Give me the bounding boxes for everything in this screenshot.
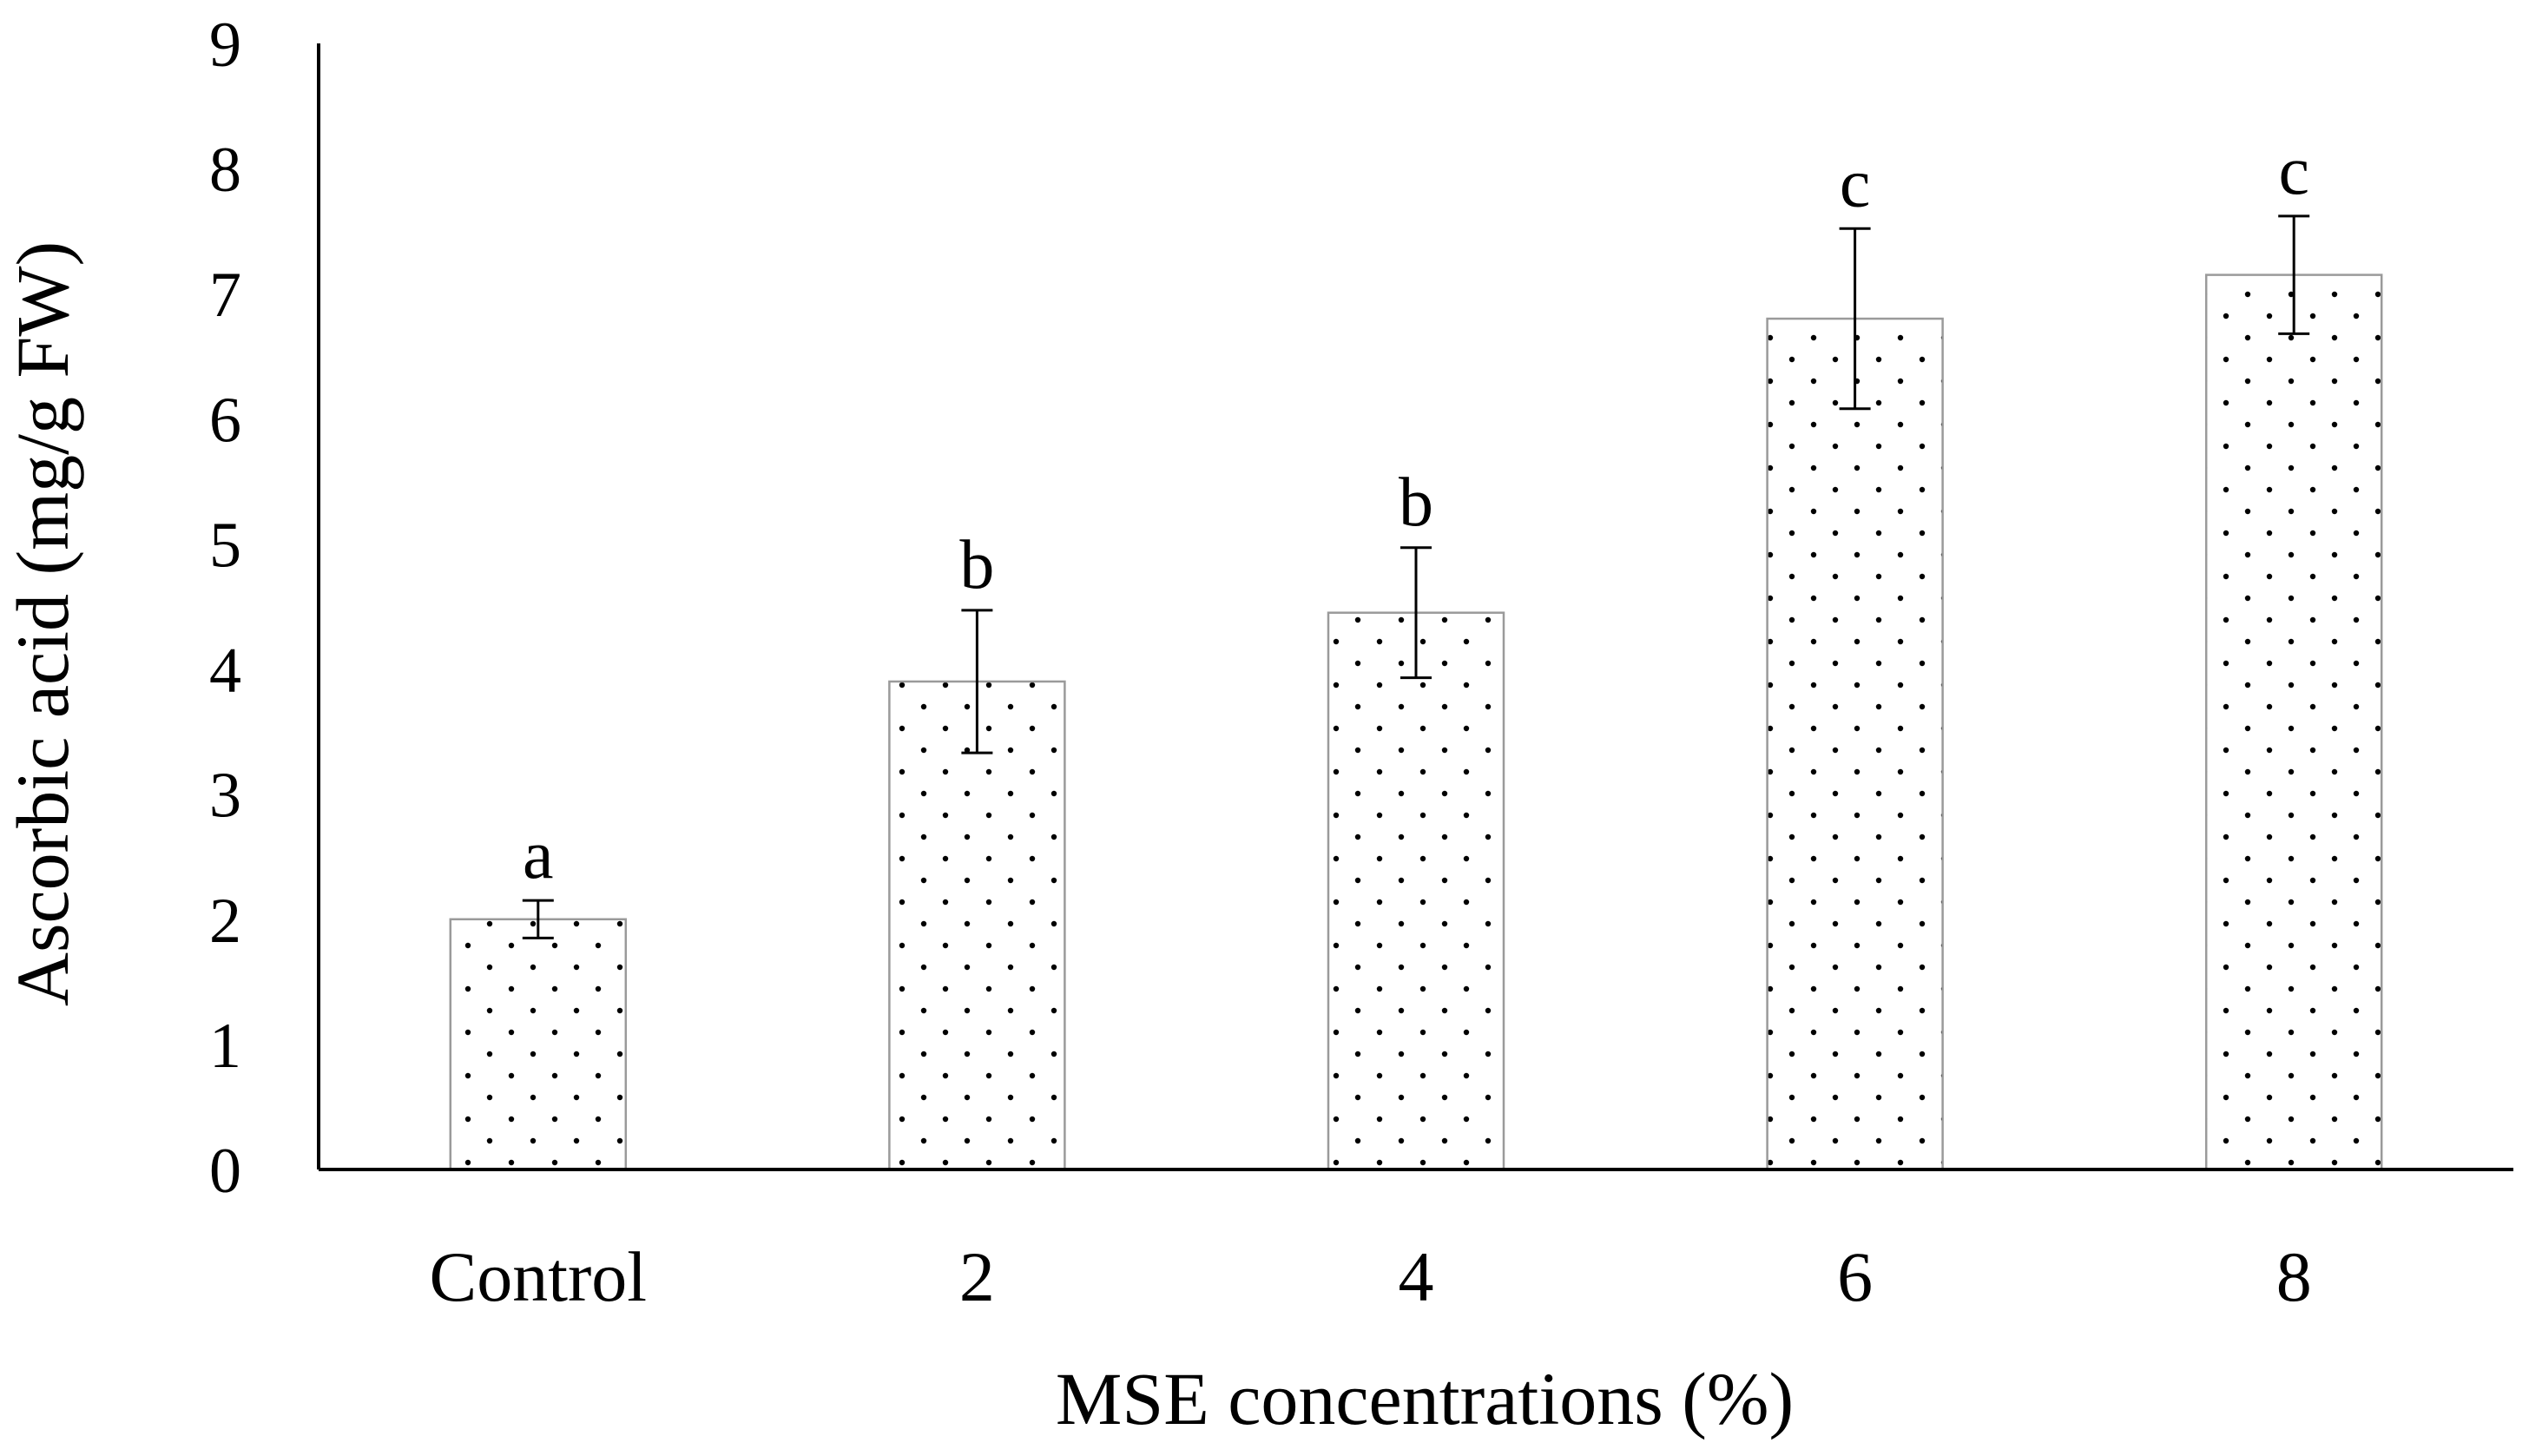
y-tick-label-5: 5 <box>209 510 241 581</box>
error-bars-layer <box>522 214 2310 939</box>
y-tick-label-2: 2 <box>209 886 241 957</box>
y-tick-label-4: 4 <box>209 636 241 707</box>
significance-label-3: b <box>1399 464 1433 541</box>
bar-2 <box>888 680 1066 1171</box>
x-category-labels-layer: Control 2 4 6 8 <box>430 1237 2312 1316</box>
y-tick-label-9: 9 <box>209 10 241 81</box>
x-axis-title: MSE concentrations (%) <box>1056 1357 1794 1440</box>
significance-label-5: c <box>2278 133 2309 209</box>
x-category-label-4: 6 <box>1837 1237 1873 1316</box>
significance-label-1: a <box>523 817 554 893</box>
y-tick-label-3: 3 <box>209 761 241 832</box>
x-category-label-3: 4 <box>1399 1237 1434 1316</box>
bars-layer <box>449 273 2383 1171</box>
significance-labels-layer: a b b c c <box>523 133 2309 893</box>
y-tick-label-0: 0 <box>209 1136 241 1207</box>
y-tick-label-8: 8 <box>209 135 241 206</box>
x-category-label-1: Control <box>430 1237 648 1316</box>
axes-layer <box>317 43 2513 1171</box>
y-axis-title: Ascorbic acid (mg/g FW) <box>1 241 84 1006</box>
bar-1 <box>449 918 628 1171</box>
bar-3 <box>1327 611 1505 1171</box>
y-tick-label-1: 1 <box>209 1011 241 1082</box>
significance-label-4: c <box>1840 145 1871 221</box>
bar-4 <box>1766 317 1944 1171</box>
x-category-label-2: 2 <box>959 1237 995 1316</box>
y-tick-label-6: 6 <box>209 385 241 456</box>
bar-5 <box>2204 273 2383 1171</box>
significance-label-2: b <box>959 527 994 603</box>
y-tick-label-7: 7 <box>209 260 241 331</box>
x-category-label-5: 8 <box>2276 1237 2312 1316</box>
y-tick-labels-layer: 0 1 2 3 4 5 6 7 8 9 <box>209 10 241 1207</box>
